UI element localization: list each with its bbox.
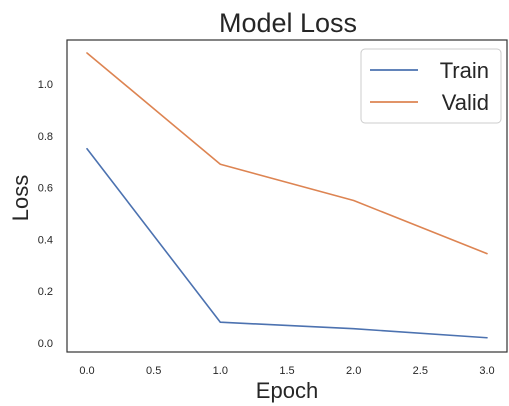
y-tick-label: 0.2: [38, 286, 53, 298]
x-axis-label: Epoch: [256, 378, 318, 403]
y-tick-label: 0.4: [38, 234, 53, 246]
x-tick-label: 1.5: [279, 365, 294, 377]
legend-label-train: Train: [440, 58, 489, 83]
legend-frame: [360, 48, 502, 124]
x-tick-label: 2.0: [346, 365, 361, 377]
series-lines: [86, 52, 488, 339]
x-tick-label: 3.0: [479, 365, 494, 377]
chart-title: Model Loss: [219, 8, 357, 38]
legend: Train Valid: [360, 48, 502, 124]
y-tick-label: 0.6: [38, 183, 53, 195]
y-axis-ticks: 0.0 0.2 0.4 0.6 0.8 1.0: [38, 79, 53, 350]
x-tick-label: 1.0: [213, 365, 228, 377]
plot-frame: [66, 39, 508, 353]
series-line-train: [86, 147, 488, 339]
y-tick-label: 1.0: [38, 79, 53, 91]
x-axis-ticks: 0.0 0.5 1.0 1.5 2.0 2.5 3.0: [79, 365, 494, 377]
y-tick-label: 0.0: [38, 338, 53, 350]
x-tick-label: 0.5: [146, 365, 161, 377]
x-tick-label: 0.0: [79, 365, 94, 377]
series-line-valid: [86, 52, 488, 255]
y-tick-label: 0.8: [38, 131, 53, 143]
y-axis-label: Loss: [8, 175, 33, 221]
legend-label-valid: Valid: [442, 90, 489, 115]
x-tick-label: 2.5: [413, 365, 428, 377]
